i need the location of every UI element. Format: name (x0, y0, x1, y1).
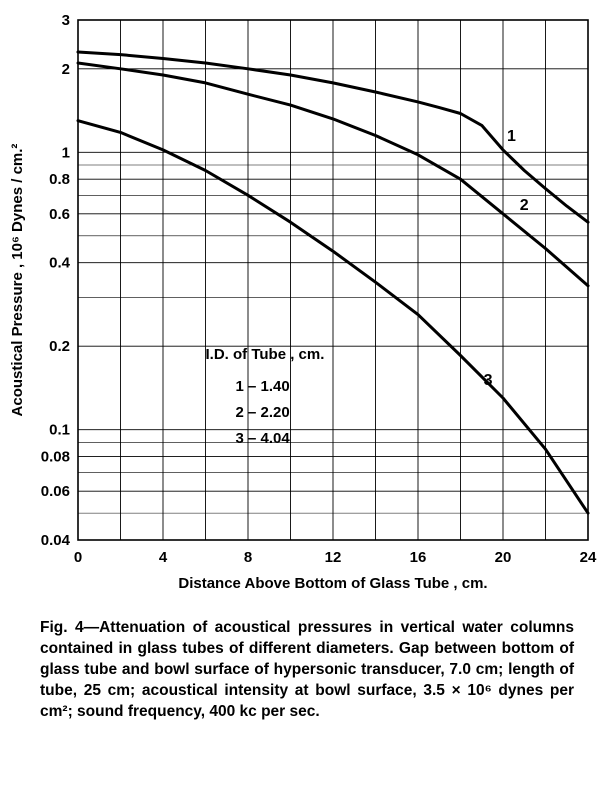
figure-caption: Fig. 4—Attenuation of acoustical pressur… (40, 618, 574, 723)
caption-text: Attenuation of acoustical pressures in v… (40, 619, 574, 720)
svg-text:1 – 1.40: 1 – 1.40 (236, 378, 290, 395)
svg-text:24: 24 (580, 549, 597, 566)
svg-text:3 – 4.04: 3 – 4.04 (236, 430, 291, 447)
figure-page: 048121620240.040.060.080.10.20.40.60.812… (0, 0, 614, 797)
svg-text:0.6: 0.6 (49, 206, 70, 223)
svg-text:2: 2 (520, 197, 529, 214)
caption-prefix: Fig. 4— (40, 619, 99, 636)
svg-text:2 – 2.20: 2 – 2.20 (236, 404, 290, 421)
svg-text:I.D. of Tube , cm.: I.D. of Tube , cm. (206, 346, 325, 363)
svg-text:0.06: 0.06 (41, 483, 70, 500)
svg-text:0.2: 0.2 (49, 338, 70, 355)
svg-text:0.1: 0.1 (49, 422, 70, 439)
svg-text:Distance Above Bottom of G: Distance Above Bottom of Glass Tube , cm… (178, 575, 487, 592)
svg-text:0.8: 0.8 (49, 171, 70, 188)
svg-text:20: 20 (495, 549, 512, 566)
svg-text:1: 1 (62, 144, 70, 161)
svg-text:0.04: 0.04 (41, 532, 71, 549)
svg-text:3: 3 (62, 12, 70, 29)
svg-text:0: 0 (74, 549, 82, 566)
svg-text:0.4: 0.4 (49, 255, 71, 272)
svg-text:1: 1 (507, 128, 516, 145)
svg-text:4: 4 (159, 549, 168, 566)
svg-text:8: 8 (244, 549, 252, 566)
svg-text:Acoustical Pressure , 10⁶: Acoustical Pressure , 10⁶ Dynes / cm.² (9, 144, 26, 417)
svg-text:16: 16 (410, 549, 427, 566)
attenuation-chart: 048121620240.040.060.080.10.20.40.60.812… (0, 0, 614, 610)
svg-text:12: 12 (325, 549, 342, 566)
svg-text:3: 3 (484, 372, 493, 389)
svg-text:2: 2 (62, 61, 70, 78)
svg-text:0.08: 0.08 (41, 449, 70, 466)
